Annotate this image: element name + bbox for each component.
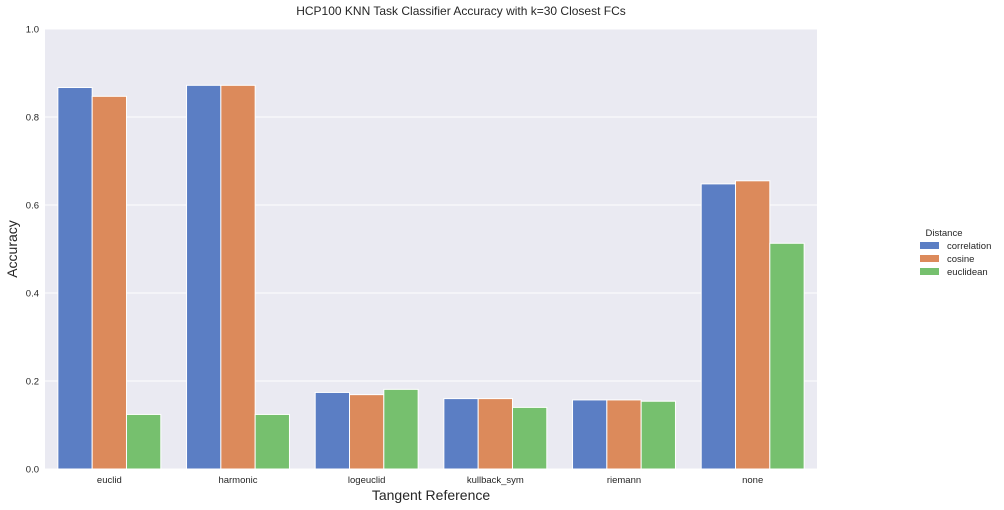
x-tick-label: kullback_sym bbox=[467, 475, 524, 486]
x-tick-label: euclid bbox=[97, 475, 122, 486]
bar-euclidean-logeuclid bbox=[383, 388, 419, 470]
y-tick-label: 0.2 bbox=[26, 377, 39, 388]
y-axis-label: Accuracy bbox=[4, 220, 20, 278]
legend-swatch-cosine bbox=[920, 255, 939, 262]
bar-cosine-none bbox=[735, 180, 771, 470]
bar-euclidean-harmonic bbox=[254, 413, 290, 470]
bar-cosine-harmonic bbox=[220, 84, 256, 470]
bars bbox=[57, 84, 805, 470]
x-tick-label: riemann bbox=[607, 475, 641, 486]
plot-area bbox=[45, 29, 817, 469]
bar-euclidean-euclid bbox=[125, 413, 162, 470]
bar-correlation-euclid bbox=[57, 87, 93, 470]
gridlines bbox=[45, 28, 817, 470]
bar-cosine-kullback_sym bbox=[477, 398, 513, 470]
bar-euclidean-riemann bbox=[640, 400, 676, 470]
y-tick-label: 0.0 bbox=[26, 465, 39, 476]
bar-cosine-riemann bbox=[606, 399, 642, 470]
legend-entry-correlation: correlation bbox=[947, 241, 991, 252]
y-tick-labels: 0.0 0.2 0.4 0.6 0.8 1.0 bbox=[26, 25, 39, 476]
x-tick-label: none bbox=[742, 475, 763, 486]
bar-cosine-logeuclid bbox=[349, 394, 385, 470]
legend-title: Distance bbox=[926, 228, 963, 239]
legend: Distance correlation cosine euclidean bbox=[920, 228, 991, 278]
x-tick-labels: euclid harmonic logeuclid kullback_sym riema… bbox=[97, 475, 763, 486]
bar-correlation-logeuclid bbox=[314, 391, 351, 470]
y-tick-label: 0.4 bbox=[26, 289, 39, 300]
y-tick-label: 1.0 bbox=[26, 25, 39, 36]
bar-correlation-harmonic bbox=[186, 84, 222, 470]
y-tick-label: 0.8 bbox=[26, 113, 39, 124]
x-tick-label: harmonic bbox=[218, 475, 257, 486]
legend-swatch-correlation bbox=[920, 242, 939, 249]
y-tick-label: 0.6 bbox=[26, 201, 39, 212]
legend-entry-euclidean: euclidean bbox=[947, 267, 988, 278]
x-axis-label: Tangent Reference bbox=[372, 487, 491, 503]
bar-correlation-kullback_sym bbox=[443, 398, 479, 470]
bar-cosine-euclid bbox=[91, 95, 127, 470]
x-tick-label: logeuclid bbox=[348, 475, 386, 486]
legend-entry-cosine: cosine bbox=[947, 254, 974, 265]
bar-correlation-riemann bbox=[572, 399, 608, 470]
legend-swatch-euclidean bbox=[920, 268, 939, 275]
chart-title: HCP100 KNN Task Classifier Accuracy with… bbox=[296, 4, 626, 18]
bar-correlation-none bbox=[700, 183, 737, 470]
bar-euclidean-kullback_sym bbox=[511, 406, 548, 470]
bar-euclidean-none bbox=[769, 242, 805, 470]
